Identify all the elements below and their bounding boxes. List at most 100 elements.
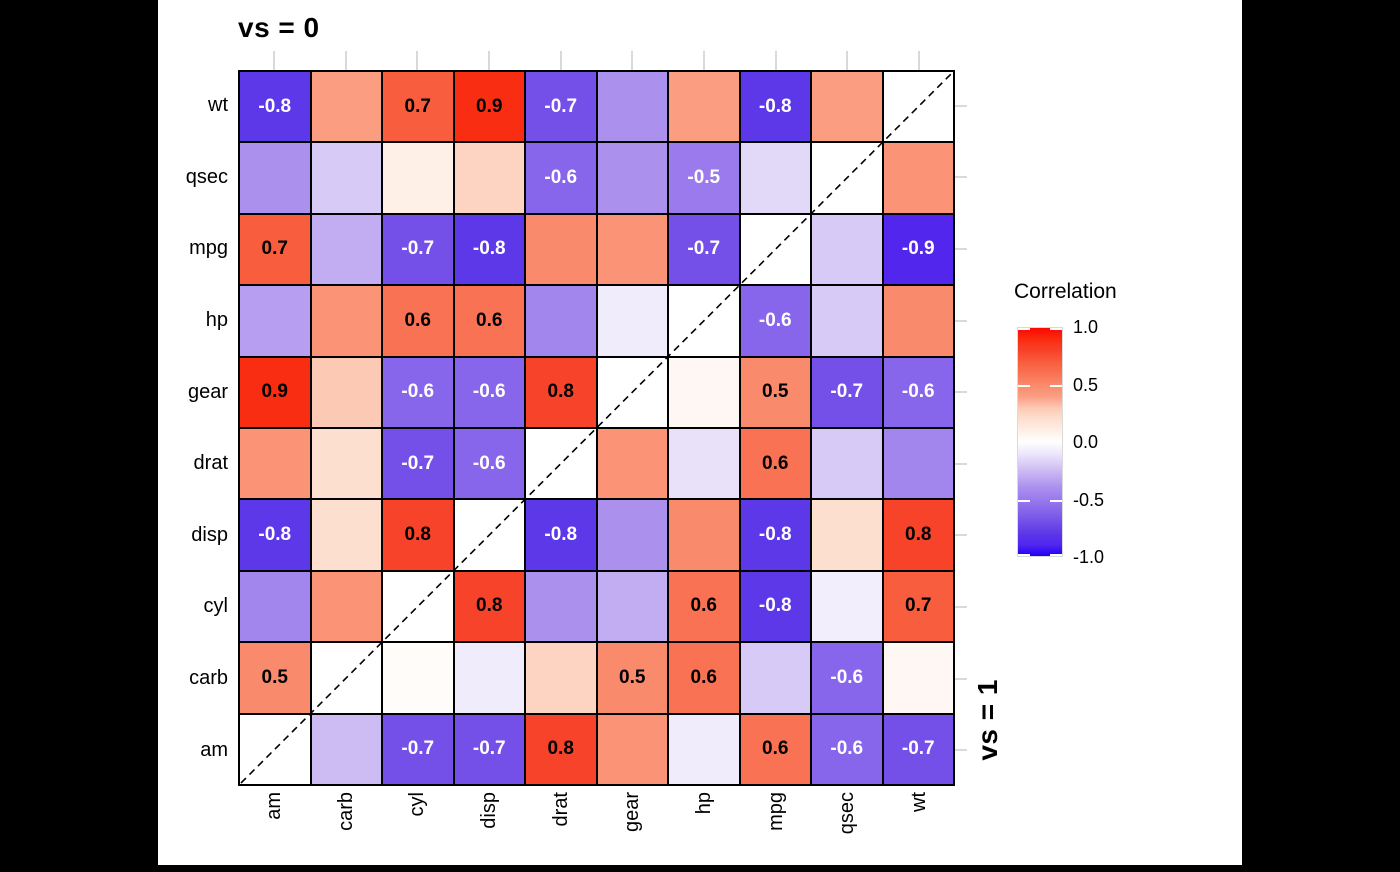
heatmap-cell-cyl-mpg: -0.8 — [740, 571, 810, 642]
x-axis-label-wt: wt — [883, 792, 955, 872]
right-axis-tick — [955, 248, 967, 250]
right-axis-tick — [955, 749, 967, 752]
heatmap-cell-hp-disp: 0.6 — [454, 286, 524, 356]
heatmap-cell-hp-cyl: 0.6 — [383, 286, 453, 356]
heatmap-cell-drat-qsec — [812, 429, 882, 499]
legend-tick-label-0.5: 0.5 — [1073, 374, 1099, 395]
heatmap-cell-wt-carb — [311, 72, 381, 142]
heatmap-cell-am-cyl: -0.7 — [383, 714, 453, 784]
x-axis-label-text: disp — [477, 792, 500, 829]
top-axis-tick — [344, 51, 347, 70]
heatmap-cell-wt-am: -0.8 — [240, 72, 310, 142]
heatmap-cell-wt-hp — [669, 72, 739, 142]
heatmap-cell-am-wt: -0.7 — [883, 714, 953, 784]
top-axis-tick — [846, 51, 849, 70]
heatmap-cell-hp-carb — [311, 286, 381, 356]
heatmap-cell-gear-am: 0.9 — [240, 357, 310, 427]
heatmap-cell-am-hp — [669, 714, 739, 784]
heatmap-cell-drat-am — [240, 429, 310, 499]
heatmap-cell-wt-cyl: 0.7 — [383, 72, 453, 142]
right-axis-tick — [955, 606, 967, 608]
heatmap-cell-cyl-carb — [311, 571, 381, 642]
heatmap-cell-qsec-am — [240, 143, 310, 213]
right-axis-tick — [955, 176, 967, 179]
heatmap-cell-am-am — [240, 714, 310, 784]
x-axis-label-carb: carb — [310, 792, 382, 872]
right-axis-tick — [955, 391, 967, 394]
legend-tick-label--0.5: -0.5 — [1073, 489, 1105, 510]
heatmap-cell-mpg-mpg — [740, 214, 810, 285]
heatmap-cell-cyl-disp: 0.8 — [454, 571, 524, 642]
heatmap-cell-qsec-carb — [311, 143, 381, 213]
heatmap-cell-mpg-disp: -0.8 — [454, 214, 524, 285]
heatmap-cell-hp-drat — [526, 286, 596, 356]
heatmap-cell-hp-wt — [883, 286, 953, 356]
top-axis-tick — [774, 51, 777, 70]
heatmap-cell-mpg-cyl: -0.7 — [383, 214, 453, 285]
right-axis-tick — [955, 534, 967, 537]
heatmap-cell-disp-wt: 0.8 — [883, 500, 953, 570]
heatmap-cell-drat-gear — [597, 429, 667, 499]
facet-title-vs0: vs = 0 — [238, 12, 320, 43]
x-axis-label-text: gear — [621, 792, 644, 833]
heatmap-cell-mpg-carb — [311, 214, 381, 285]
heatmap-cell-cyl-qsec — [812, 571, 882, 642]
y-axis-label-am: am — [200, 738, 228, 761]
top-axis-tick — [272, 51, 275, 70]
heatmap-cell-drat-hp — [669, 429, 739, 499]
heatmap-cell-disp-disp — [454, 500, 524, 570]
heatmap-cell-carb-am: 0.5 — [240, 643, 310, 713]
heatmap-cell-disp-am: -0.8 — [240, 500, 310, 570]
y-axis-label-cyl: cyl — [203, 595, 228, 618]
heatmap-cell-gear-cyl: -0.6 — [383, 357, 453, 427]
colorbar-tick-mark — [1050, 554, 1062, 556]
legend-tick-label-0.0: 0.0 — [1073, 432, 1099, 452]
heatmap-cell-drat-cyl: -0.7 — [383, 429, 453, 499]
heatmap-cell-qsec-mpg — [740, 143, 810, 213]
heatmap-cell-hp-am — [240, 286, 310, 356]
heatmap-cell-drat-carb — [311, 429, 381, 499]
heatmap-cell-disp-drat: -0.8 — [526, 500, 596, 570]
heatmap-cell-gear-carb — [311, 357, 381, 427]
heatmap-cell-gear-qsec: -0.7 — [812, 357, 882, 427]
y-axis-label-mpg: mpg — [189, 237, 228, 260]
x-axis-label-text: wt — [908, 792, 931, 812]
legend-tick-label-1.0: 1.0 — [1073, 317, 1099, 337]
heatmap-cell-hp-mpg: -0.6 — [740, 286, 810, 356]
heatmap-cell-cyl-wt: 0.7 — [883, 571, 953, 642]
heatmap-cell-carb-cyl — [383, 643, 453, 713]
y-axis-label-carb: carb — [189, 667, 228, 690]
y-axis-label-disp: disp — [191, 523, 228, 546]
x-axis-label-disp: disp — [453, 792, 525, 872]
x-axis-label-text: hp — [693, 792, 716, 815]
top-axis-tick — [559, 51, 562, 70]
heatmap-cell-wt-qsec — [812, 72, 882, 142]
heatmap-cell-wt-gear — [597, 72, 667, 142]
heatmap-cell-carb-carb — [311, 643, 381, 713]
heatmap-cell-cyl-am — [240, 571, 310, 642]
x-axis-label-text: am — [262, 792, 285, 820]
heatmap-cell-am-carb — [311, 714, 381, 784]
y-axis-label-wt: wt — [208, 94, 228, 117]
legend-tick-label--1.0: -1.0 — [1073, 547, 1105, 567]
y-axis-label-hp: hp — [205, 309, 228, 332]
x-axis-label-text: drat — [549, 792, 572, 827]
x-axis-label-text: carb — [334, 792, 357, 831]
heatmap-cell-hp-gear — [597, 286, 667, 356]
heatmap-cell-hp-hp — [669, 286, 739, 356]
heatmap-cell-cyl-hp: 0.6 — [669, 571, 739, 642]
top-axis-tick — [631, 51, 634, 70]
heatmap-cell-carb-qsec: -0.6 — [812, 643, 882, 713]
heatmap-cell-gear-gear — [597, 357, 667, 427]
x-axis-label-drat: drat — [525, 792, 597, 872]
right-axis-tick — [955, 104, 967, 107]
right-axis-tick — [955, 677, 967, 680]
heatmap-cell-cyl-cyl — [383, 571, 453, 642]
heatmap-cell-hp-qsec — [812, 286, 882, 356]
x-axis-label-text: qsec — [836, 792, 859, 835]
colorbar-tick-mark — [1050, 328, 1062, 330]
heatmap-cell-disp-carb — [311, 500, 381, 570]
heatmap-cell-am-qsec: -0.6 — [812, 714, 882, 784]
heatmap-cell-disp-gear — [597, 500, 667, 570]
right-axis-tick — [955, 319, 967, 322]
